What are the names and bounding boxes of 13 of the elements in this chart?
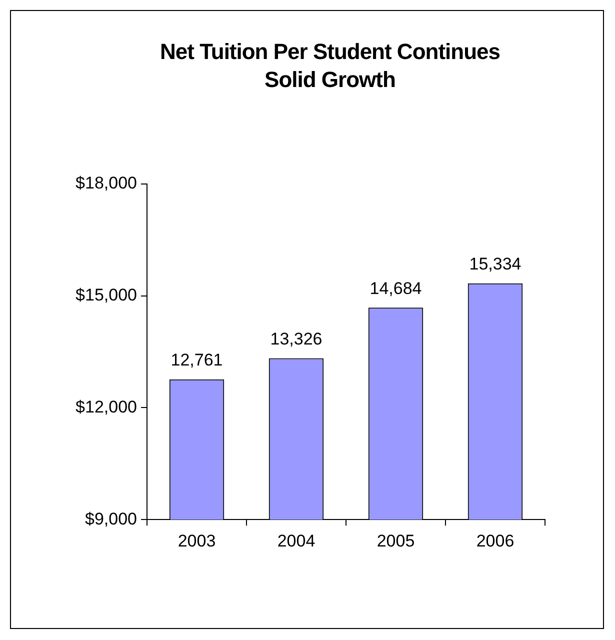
chart-title: Net Tuition Per Student Continues Solid Growth <box>159 38 501 94</box>
data-label: 14,684 <box>370 278 422 298</box>
y-tick-label: $15,000 <box>76 286 137 305</box>
y-tick-label: $12,000 <box>76 397 137 416</box>
x-tick-label: 2003 <box>178 531 216 550</box>
x-tick-label: 2005 <box>376 531 415 550</box>
data-label: 13,326 <box>270 329 322 348</box>
data-label: 15,334 <box>469 254 522 274</box>
y-tick-label: $18,000 <box>76 174 137 193</box>
y-tick-label: $9,000 <box>85 509 137 528</box>
x-tick-label: 2006 <box>476 531 514 550</box>
x-tick-label: 2004 <box>277 531 316 550</box>
data-label: 12,761 <box>170 350 223 370</box>
